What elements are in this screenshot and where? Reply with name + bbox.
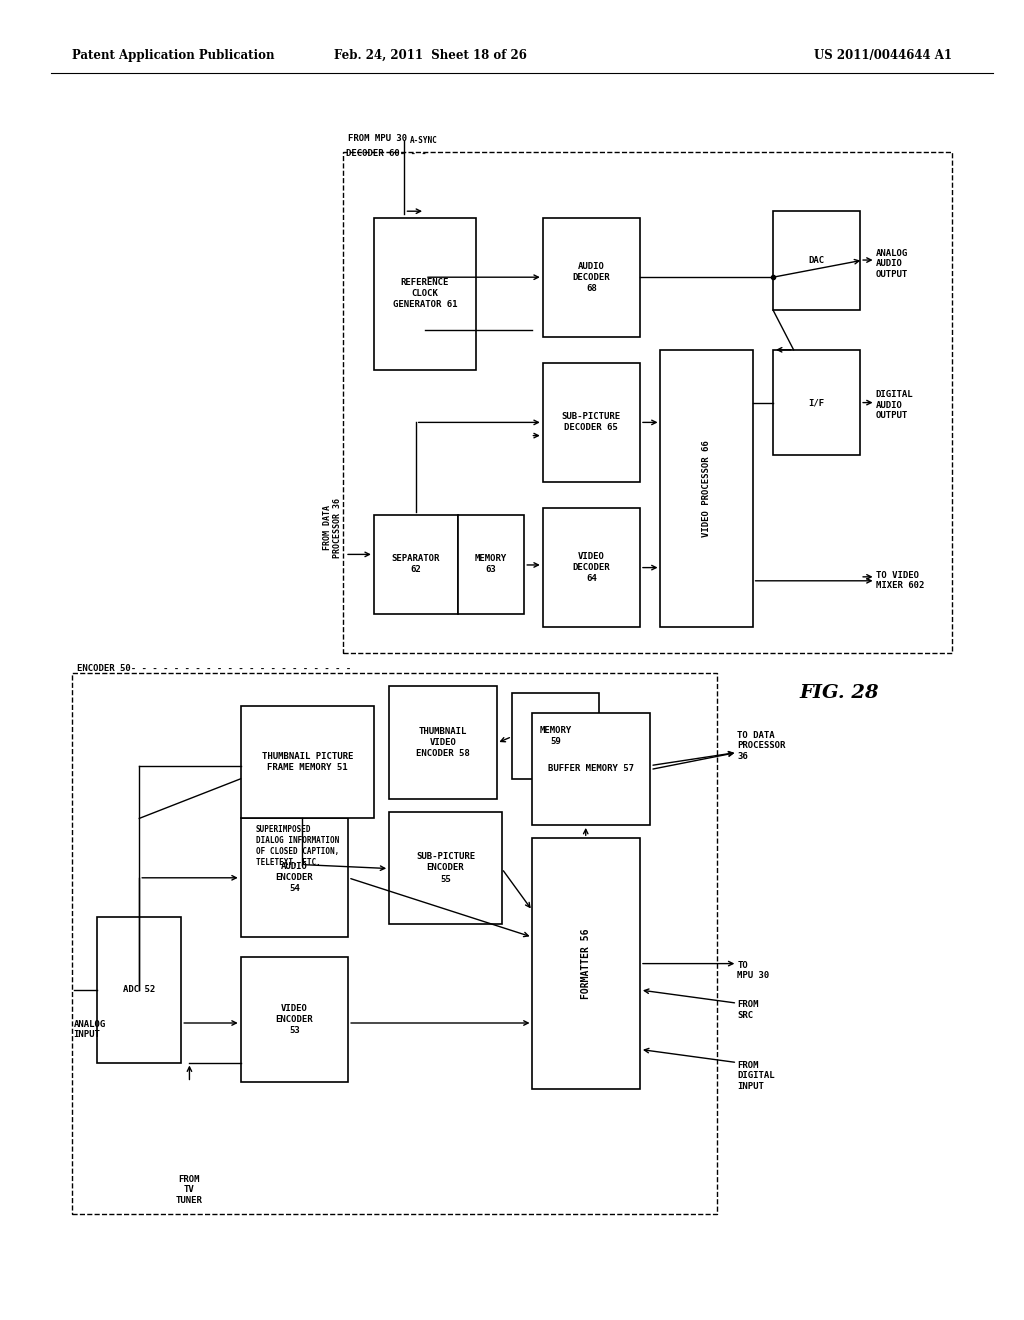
Text: DECODER 60- - -: DECODER 60- - - [346, 149, 427, 158]
Text: FROM
DIGITAL
INPUT: FROM DIGITAL INPUT [737, 1061, 775, 1090]
Text: FROM
SRC: FROM SRC [737, 1001, 759, 1019]
FancyBboxPatch shape [543, 508, 640, 627]
Text: DIGITAL
AUDIO
OUTPUT: DIGITAL AUDIO OUTPUT [876, 391, 913, 420]
Text: Patent Application Publication: Patent Application Publication [72, 49, 274, 62]
Text: ENCODER 50- - - - - - - - - - - - - - - - - - - - -: ENCODER 50- - - - - - - - - - - - - - - … [77, 664, 351, 673]
Text: ANALOG
INPUT: ANALOG INPUT [74, 1020, 105, 1039]
FancyBboxPatch shape [389, 686, 497, 799]
Text: SUB-PICTURE
ENCODER
55: SUB-PICTURE ENCODER 55 [416, 853, 475, 883]
Text: SUB-PICTURE
DECODER 65: SUB-PICTURE DECODER 65 [562, 412, 621, 433]
FancyBboxPatch shape [241, 706, 374, 818]
FancyBboxPatch shape [458, 515, 524, 614]
Text: VIDEO PROCESSOR 66: VIDEO PROCESSOR 66 [702, 440, 711, 537]
Text: VIDEO
DECODER
64: VIDEO DECODER 64 [572, 552, 610, 583]
FancyBboxPatch shape [241, 957, 348, 1082]
Text: TO
MPU 30: TO MPU 30 [737, 961, 769, 979]
Text: TO DATA
PROCESSOR
36: TO DATA PROCESSOR 36 [737, 731, 785, 760]
Text: AUDIO
ENCODER
54: AUDIO ENCODER 54 [275, 862, 313, 894]
Text: FROM DATA
PROCESSOR 36: FROM DATA PROCESSOR 36 [324, 498, 342, 558]
Text: A-SYNC: A-SYNC [410, 136, 437, 145]
FancyBboxPatch shape [543, 218, 640, 337]
Text: FROM MPU 30: FROM MPU 30 [348, 135, 408, 143]
Text: I/F: I/F [809, 399, 824, 407]
Text: FROM
TV
TUNER: FROM TV TUNER [176, 1175, 203, 1205]
FancyBboxPatch shape [660, 350, 753, 627]
FancyBboxPatch shape [374, 515, 458, 614]
Text: MEMORY
63: MEMORY 63 [475, 554, 507, 574]
FancyBboxPatch shape [532, 713, 650, 825]
Text: TO VIDEO
MIXER 602: TO VIDEO MIXER 602 [876, 572, 924, 590]
Text: ANALOG
AUDIO
OUTPUT: ANALOG AUDIO OUTPUT [876, 249, 907, 279]
Text: THUMBNAIL PICTURE
FRAME MEMORY 51: THUMBNAIL PICTURE FRAME MEMORY 51 [261, 752, 353, 772]
Text: MEMORY
59: MEMORY 59 [540, 726, 571, 746]
Text: REFERENCE
CLOCK
GENERATOR 61: REFERENCE CLOCK GENERATOR 61 [393, 279, 457, 309]
FancyBboxPatch shape [241, 818, 348, 937]
Text: ADC 52: ADC 52 [123, 986, 156, 994]
Text: US 2011/0044644 A1: US 2011/0044644 A1 [814, 49, 952, 62]
FancyBboxPatch shape [773, 211, 860, 310]
Text: FIG. 28: FIG. 28 [800, 684, 880, 702]
Text: DAC: DAC [809, 256, 824, 265]
FancyBboxPatch shape [97, 917, 181, 1063]
Text: AUDIO
DECODER
68: AUDIO DECODER 68 [572, 261, 610, 293]
Text: SUPERIMPOSED
DIALOG INFORMATION
OF CLOSED CAPTION,
TELETEXT, ETC.: SUPERIMPOSED DIALOG INFORMATION OF CLOSE… [256, 825, 339, 867]
Text: BUFFER MEMORY 57: BUFFER MEMORY 57 [549, 764, 634, 774]
Text: FORMATTER 56: FORMATTER 56 [581, 928, 591, 999]
Text: VIDEO
ENCODER
53: VIDEO ENCODER 53 [275, 1005, 313, 1035]
Text: SEPARATOR
62: SEPARATOR 62 [391, 554, 440, 574]
FancyBboxPatch shape [389, 812, 502, 924]
FancyBboxPatch shape [543, 363, 640, 482]
Text: THUMBNAIL
VIDEO
ENCODER 58: THUMBNAIL VIDEO ENCODER 58 [416, 727, 470, 758]
FancyBboxPatch shape [512, 693, 599, 779]
FancyBboxPatch shape [532, 838, 640, 1089]
FancyBboxPatch shape [773, 350, 860, 455]
Text: Feb. 24, 2011  Sheet 18 of 26: Feb. 24, 2011 Sheet 18 of 26 [334, 49, 526, 62]
FancyBboxPatch shape [374, 218, 476, 370]
